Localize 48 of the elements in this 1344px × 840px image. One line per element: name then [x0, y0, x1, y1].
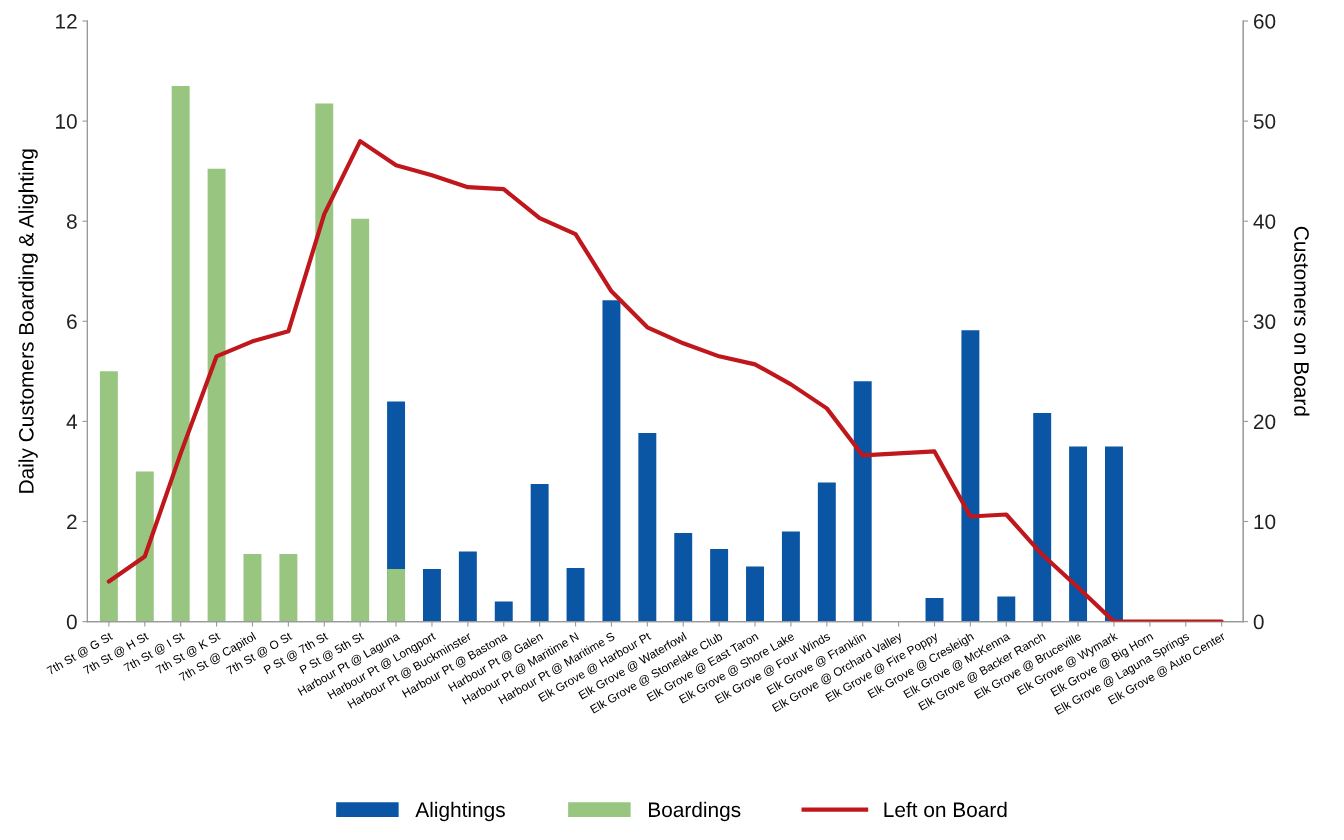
bar [279, 554, 298, 622]
y-tick-label: 2 [67, 514, 77, 530]
bar [817, 482, 836, 622]
legend-label: Left on Board [884, 801, 1007, 818]
bar [207, 168, 226, 622]
bar [1069, 446, 1088, 622]
line-series [106, 139, 1224, 622]
y2-tick-label: 30 [1253, 314, 1276, 330]
y-tick-label: 4 [66, 414, 78, 429]
y2-tick-label: 10 [1254, 514, 1276, 530]
bar [853, 381, 872, 622]
y-tick-label: 10 [56, 114, 77, 129]
y2-tick-label: 60 [1253, 14, 1276, 29]
bar [961, 330, 980, 622]
bar [781, 531, 800, 622]
bar [135, 471, 154, 622]
bar [1033, 412, 1052, 622]
y-tick-label: 6 [67, 314, 77, 330]
y-tick-label: 12 [56, 14, 77, 29]
bar [602, 300, 621, 622]
y2-axis-title: Customers on Board [1294, 226, 1310, 416]
bar [494, 601, 513, 622]
bar [925, 598, 944, 622]
bar [387, 569, 406, 622]
bar [171, 86, 190, 622]
bar [566, 568, 585, 622]
y-tick-label: 0 [66, 614, 77, 630]
legend-label: Boardings [649, 801, 741, 822]
bar [422, 569, 441, 622]
y2-tick-label: 0 [1253, 614, 1264, 630]
bar [243, 554, 262, 622]
bar [674, 533, 693, 622]
bar [99, 371, 118, 622]
y2-tick-label: 50 [1253, 114, 1276, 129]
bar [997, 596, 1016, 622]
bar [351, 218, 370, 622]
y2-tick-label: 20 [1253, 414, 1276, 430]
bar [638, 432, 657, 622]
y-axis-title: Daily Customers Boarding & Alighting [18, 149, 38, 493]
bar [746, 566, 764, 622]
bar [315, 103, 334, 622]
bar [458, 551, 477, 622]
bar [710, 549, 729, 622]
bar [1105, 446, 1123, 622]
bar [530, 483, 549, 622]
legend-label: Alightings [415, 801, 505, 822]
y-tick-label: 8 [66, 214, 77, 229]
y2-tick-label: 40 [1253, 214, 1276, 229]
